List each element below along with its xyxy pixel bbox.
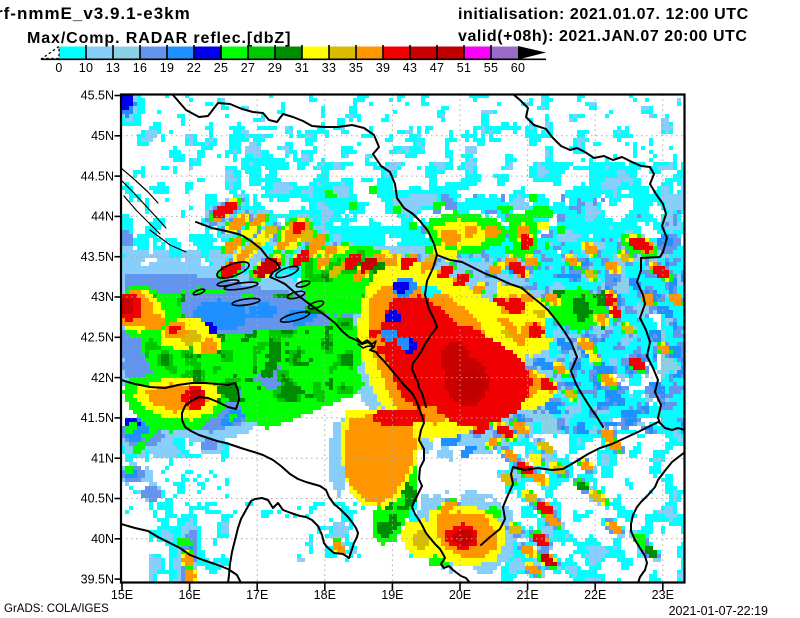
svg-text:55: 55 — [484, 61, 499, 75]
svg-text:13: 13 — [106, 61, 121, 75]
svg-text:22: 22 — [187, 61, 202, 75]
svg-text:19: 19 — [160, 61, 175, 75]
svg-text:27: 27 — [241, 61, 256, 75]
svg-text:17E: 17E — [246, 588, 268, 602]
svg-text:10: 10 — [79, 61, 94, 75]
svg-text:19E: 19E — [381, 588, 403, 602]
svg-text:44N: 44N — [91, 210, 114, 224]
svg-text:rf-nmmE_v3.9.1-e3km: rf-nmmE_v3.9.1-e3km — [0, 4, 191, 23]
svg-text:16: 16 — [133, 61, 148, 75]
svg-text:21E: 21E — [516, 588, 538, 602]
svg-text:43N: 43N — [91, 290, 114, 304]
svg-text:51: 51 — [457, 61, 472, 75]
svg-text:22E: 22E — [584, 588, 606, 602]
svg-text:31: 31 — [295, 61, 310, 75]
svg-text:45N: 45N — [91, 129, 114, 143]
svg-text:47: 47 — [430, 61, 445, 75]
svg-text:15E: 15E — [111, 588, 133, 602]
svg-text:39.5N: 39.5N — [81, 572, 114, 586]
svg-text:44.5N: 44.5N — [81, 169, 114, 183]
svg-text:valid(+08h): 2021.JAN.07 20:00: valid(+08h): 2021.JAN.07 20:00 UTC — [458, 28, 748, 45]
svg-text:41N: 41N — [91, 451, 114, 465]
svg-text:60: 60 — [511, 61, 526, 75]
svg-text:39: 39 — [376, 61, 391, 75]
svg-text:GrADS: COLA/IGES: GrADS: COLA/IGES — [4, 603, 109, 615]
svg-text:45.5N: 45.5N — [81, 89, 114, 103]
svg-text:initialisation: 2021.01.07. 12: initialisation: 2021.01.07. 12:00 UTC — [458, 6, 749, 23]
svg-text:0: 0 — [55, 61, 62, 75]
svg-text:43.5N: 43.5N — [81, 250, 114, 264]
svg-text:29: 29 — [268, 61, 283, 75]
svg-text:40N: 40N — [91, 532, 114, 546]
svg-text:25: 25 — [214, 61, 229, 75]
svg-text:42.5N: 42.5N — [81, 331, 114, 345]
svg-text:40.5N: 40.5N — [81, 492, 114, 506]
svg-text:33: 33 — [322, 61, 337, 75]
svg-text:16E: 16E — [178, 588, 200, 602]
svg-text:35: 35 — [349, 61, 364, 75]
svg-text:41.5N: 41.5N — [81, 411, 114, 425]
svg-text:2021-01-07-22:19: 2021-01-07-22:19 — [669, 604, 768, 618]
svg-text:42N: 42N — [91, 371, 114, 385]
svg-text:23E: 23E — [652, 588, 674, 602]
svg-text:43: 43 — [403, 61, 418, 75]
svg-text:20E: 20E — [449, 588, 471, 602]
svg-text:18E: 18E — [314, 588, 336, 602]
svg-text:Max/Comp. RADAR reflec.[dbZ]: Max/Comp. RADAR reflec.[dbZ] — [27, 30, 291, 47]
